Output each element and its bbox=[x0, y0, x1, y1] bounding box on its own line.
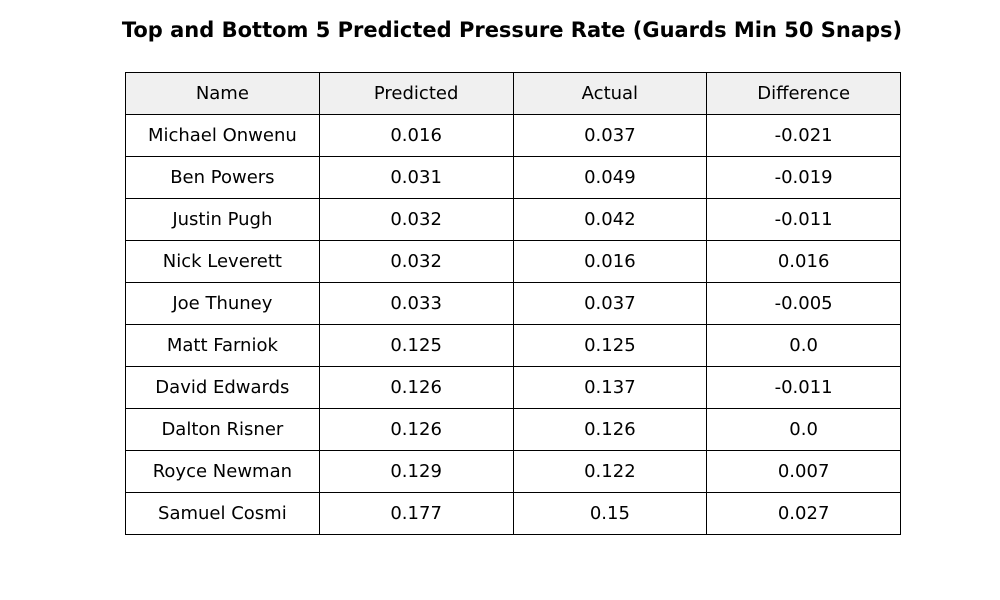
table-row: Matt Farniok 0.125 0.125 0.0 bbox=[125, 324, 901, 367]
cell-difference: -0.019 bbox=[706, 156, 901, 199]
cell-name: Matt Farniok bbox=[125, 324, 320, 367]
cell-actual: 0.042 bbox=[512, 198, 708, 241]
table-row: Nick Leverett 0.032 0.016 0.016 bbox=[125, 240, 901, 283]
table-body: Michael Onwenu 0.016 0.037 -0.021 Ben Powers… bbox=[125, 114, 901, 535]
cell-name: Dalton Risner bbox=[125, 408, 320, 451]
table-row: Royce Newman 0.129 0.122 0.007 bbox=[125, 450, 901, 493]
cell-name: David Edwards bbox=[125, 366, 320, 409]
cell-name: Royce Newman bbox=[125, 450, 320, 493]
table-row: Joe Thuney 0.033 0.037 -0.005 bbox=[125, 282, 901, 325]
cell-difference: -0.011 bbox=[706, 366, 901, 409]
table-row: David Edwards 0.126 0.137 -0.011 bbox=[125, 366, 901, 409]
cell-actual: 0.137 bbox=[512, 366, 708, 409]
chart-title: Top and Bottom 5 Predicted Pressure Rate… bbox=[121, 18, 903, 42]
table-row: Justin Pugh 0.032 0.042 -0.011 bbox=[125, 198, 901, 241]
table-header: Name Predicted Actual Difference bbox=[125, 72, 901, 115]
table-row: Dalton Risner 0.126 0.126 0.0 bbox=[125, 408, 901, 451]
cell-name: Justin Pugh bbox=[125, 198, 320, 241]
cell-actual: 0.126 bbox=[512, 408, 708, 451]
table-row: Ben Powers 0.031 0.049 -0.019 bbox=[125, 156, 901, 199]
cell-predicted: 0.126 bbox=[318, 408, 514, 451]
cell-name: Ben Powers bbox=[125, 156, 320, 199]
table-row: Michael Onwenu 0.016 0.037 -0.021 bbox=[125, 114, 901, 157]
cell-difference: -0.011 bbox=[706, 198, 901, 241]
table-row: Samuel Cosmi 0.177 0.15 0.027 bbox=[125, 492, 901, 535]
cell-predicted: 0.129 bbox=[318, 450, 514, 493]
cell-predicted: 0.125 bbox=[318, 324, 514, 367]
cell-predicted: 0.016 bbox=[318, 114, 514, 157]
data-table: Name Predicted Actual Difference Michael… bbox=[125, 72, 901, 535]
cell-predicted: 0.126 bbox=[318, 366, 514, 409]
cell-difference: -0.005 bbox=[706, 282, 901, 325]
cell-actual: 0.122 bbox=[512, 450, 708, 493]
cell-difference: 0.0 bbox=[706, 408, 901, 451]
cell-name: Nick Leverett bbox=[125, 240, 320, 283]
cell-difference: 0.027 bbox=[706, 492, 901, 535]
cell-name: Michael Onwenu bbox=[125, 114, 320, 157]
cell-difference: 0.007 bbox=[706, 450, 901, 493]
cell-difference: -0.021 bbox=[706, 114, 901, 157]
cell-predicted: 0.177 bbox=[318, 492, 514, 535]
cell-actual: 0.15 bbox=[512, 492, 708, 535]
column-header-predicted: Predicted bbox=[318, 72, 514, 115]
cell-name: Samuel Cosmi bbox=[125, 492, 320, 535]
column-header-name: Name bbox=[125, 72, 320, 115]
cell-actual: 0.037 bbox=[512, 114, 708, 157]
cell-difference: 0.0 bbox=[706, 324, 901, 367]
header-row: Name Predicted Actual Difference bbox=[125, 72, 901, 115]
cell-actual: 0.125 bbox=[512, 324, 708, 367]
cell-predicted: 0.032 bbox=[318, 240, 514, 283]
cell-actual: 0.016 bbox=[512, 240, 708, 283]
cell-predicted: 0.033 bbox=[318, 282, 514, 325]
cell-predicted: 0.031 bbox=[318, 156, 514, 199]
cell-actual: 0.037 bbox=[512, 282, 708, 325]
column-header-actual: Actual bbox=[512, 72, 708, 115]
cell-difference: 0.016 bbox=[706, 240, 901, 283]
cell-name: Joe Thuney bbox=[125, 282, 320, 325]
column-header-difference: Difference bbox=[706, 72, 901, 115]
cell-actual: 0.049 bbox=[512, 156, 708, 199]
cell-predicted: 0.032 bbox=[318, 198, 514, 241]
